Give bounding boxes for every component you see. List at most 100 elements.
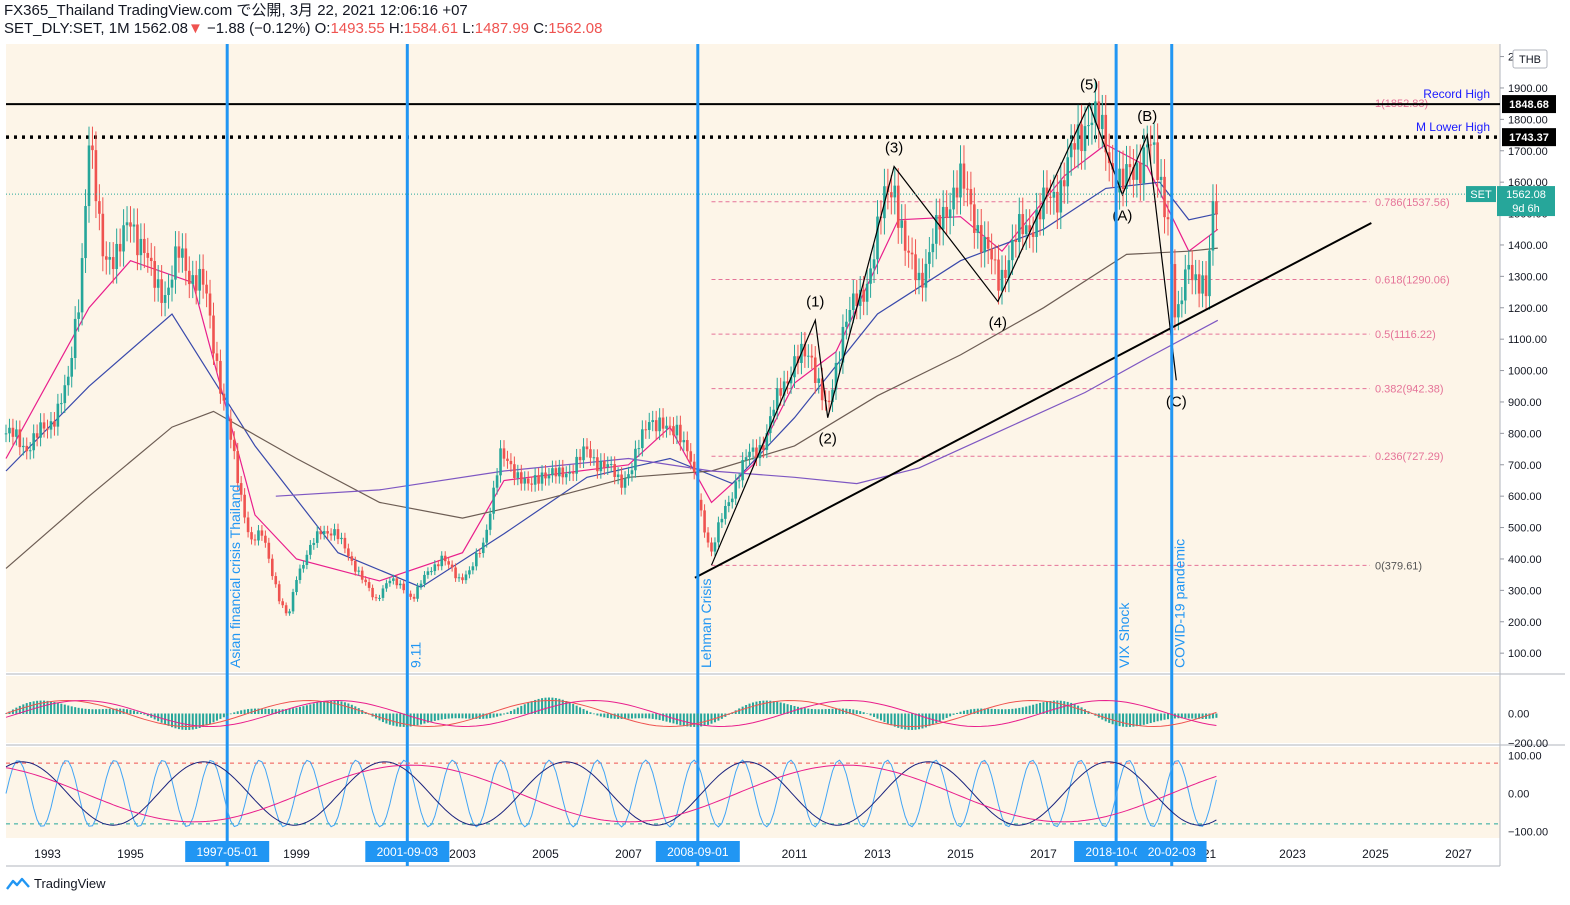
open-label: O: — [314, 20, 331, 37]
candle-body — [793, 356, 796, 378]
candle-body — [322, 531, 326, 535]
fib-level-label: 0.236(727.29) — [1375, 451, 1444, 463]
y-tick-label: 900.00 — [1508, 397, 1542, 409]
y-tick-label: 500.00 — [1508, 523, 1542, 535]
macd-histogram-bar — [904, 713, 907, 730]
candle-body — [827, 400, 831, 403]
candle-body — [495, 475, 499, 488]
macd-histogram-bar — [973, 708, 976, 714]
candle-body — [658, 417, 661, 432]
symbol-label[interactable]: SET_DLY:SET, 1M — [4, 20, 130, 37]
macd-histogram-bar — [1084, 709, 1086, 714]
y-tick-label: 400.00 — [1508, 554, 1542, 566]
macd-histogram-bar — [233, 712, 236, 714]
candle-body — [191, 275, 195, 285]
candle-body — [1004, 269, 1007, 278]
y-tick-label: 1100.00 — [1508, 334, 1547, 346]
candle-body — [1128, 164, 1132, 168]
macd-histogram-bar — [893, 713, 896, 727]
candle-body — [212, 315, 215, 354]
macd-histogram-bar — [565, 701, 568, 714]
axis-price-tag — [1502, 95, 1556, 114]
candle-body — [201, 268, 205, 285]
macd-histogram-bar — [112, 708, 115, 714]
tradingview-footer[interactable]: TradingView — [6, 876, 106, 891]
candle-body — [1000, 269, 1004, 291]
candle-body — [779, 388, 782, 396]
candle-body — [1035, 209, 1038, 237]
candle-body — [599, 461, 603, 472]
candle-body — [1194, 274, 1197, 281]
candle-body — [336, 529, 340, 540]
macd-histogram-bar — [589, 712, 592, 714]
macd-histogram-bar — [748, 703, 751, 714]
macd-histogram-bar — [537, 698, 540, 714]
candle-body — [568, 472, 572, 474]
macd-histogram-bar — [399, 713, 402, 727]
candle-body — [478, 552, 482, 554]
macd-histogram-bar — [879, 713, 882, 721]
macd-histogram-bar — [423, 713, 426, 724]
candle-body — [1159, 176, 1163, 180]
macd-histogram-bar — [786, 704, 789, 714]
macd-histogram-bar — [288, 708, 291, 714]
candle-body — [53, 421, 56, 427]
candle-body — [260, 530, 264, 536]
candle-body — [768, 416, 772, 434]
candle-body — [181, 248, 184, 258]
macd-histogram-bar — [1049, 700, 1052, 714]
macd-histogram-bar — [129, 709, 132, 714]
wave-label: (2) — [819, 431, 837, 448]
candle-body — [647, 422, 651, 430]
candle-body — [1087, 125, 1090, 127]
candle-body — [1139, 162, 1142, 184]
candle-body — [139, 238, 143, 256]
macd-histogram-bar — [56, 702, 59, 714]
candle-body — [921, 272, 924, 288]
macd-histogram-bar — [354, 706, 357, 714]
macd-histogram-bar — [492, 713, 495, 718]
macd-tick-label: 0.00 — [1508, 709, 1529, 721]
macd-histogram-bar — [561, 699, 564, 714]
macd-histogram-bar — [496, 713, 499, 717]
candle-body — [1097, 101, 1101, 130]
macd-histogram-bar — [74, 707, 77, 714]
candle-body — [1145, 144, 1149, 148]
macd-histogram-bar — [921, 713, 924, 729]
macd-histogram-bar — [260, 708, 263, 714]
candle-body — [952, 187, 955, 210]
macd-histogram-bar — [1080, 707, 1083, 714]
macd-histogram-bar — [624, 713, 627, 719]
event-date-badge — [655, 841, 740, 862]
support-trendline — [694, 222, 1372, 579]
macd-histogram-bar — [395, 713, 398, 727]
candle-body — [184, 248, 188, 271]
candle-body — [540, 472, 544, 484]
macd-histogram-bar — [527, 702, 530, 714]
candle-body — [454, 567, 457, 579]
candle-body — [914, 254, 917, 281]
candle-body — [862, 289, 865, 302]
macd-histogram-bar — [613, 713, 616, 719]
macd-histogram-bar — [319, 701, 322, 714]
candle-body — [1052, 191, 1056, 198]
last-price-tag — [1497, 186, 1555, 217]
candle-body — [966, 188, 969, 190]
moving-average-line — [275, 319, 1219, 497]
candle-body — [634, 448, 637, 471]
macd-histogram-bar — [5, 713, 7, 714]
candle-body — [1156, 142, 1159, 180]
candle-body — [18, 429, 22, 448]
candle-body — [685, 440, 689, 452]
macd-histogram-bar — [983, 708, 986, 714]
y-tick-label: 1700.00 — [1508, 146, 1548, 158]
candle-body — [1021, 214, 1025, 235]
macd-histogram-bar — [181, 713, 184, 730]
macd-histogram-bar — [831, 708, 834, 714]
macd-histogram-bar — [126, 709, 129, 714]
macd-histogram-bar — [174, 713, 177, 729]
event-date-label: 20-02-03 — [1148, 845, 1196, 859]
macd-histogram-bar — [63, 704, 66, 714]
macd-histogram-bar — [675, 713, 678, 725]
